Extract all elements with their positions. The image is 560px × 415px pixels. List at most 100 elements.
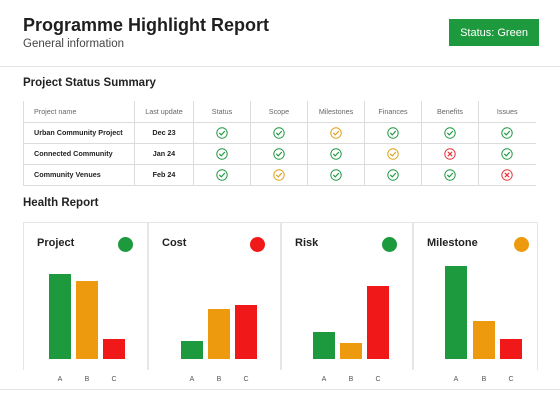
table-row: Community Venues Feb 24: [23, 163, 536, 186]
status-cell: [478, 163, 536, 186]
status-dot: [514, 237, 529, 252]
status-button[interactable]: Status: Green: [449, 19, 539, 46]
bar-a: [49, 274, 71, 359]
column-header: Scope: [250, 101, 308, 123]
status-table: Project name Last update Status Scope Milest…: [23, 101, 536, 186]
tick-label: A: [58, 376, 63, 383]
bar-c: [103, 339, 125, 359]
divider: [0, 66, 560, 67]
tick-label: C: [375, 376, 380, 383]
bar-chart: A B C: [313, 286, 389, 383]
health-card-milestone: Milestone A B C: [413, 222, 538, 383]
status-cell: [421, 142, 479, 165]
bar-c: [500, 339, 522, 359]
check-circle-icon: [216, 126, 228, 139]
check-circle-icon: [273, 147, 285, 160]
tick-label: A: [454, 376, 459, 383]
check-circle-icon: [387, 147, 399, 160]
page-subtitle: General information: [23, 38, 124, 50]
status-cell: [193, 142, 251, 165]
cross-circle-icon: [444, 147, 456, 160]
bar-b: [473, 321, 495, 359]
bar-chart: A B C: [445, 266, 522, 383]
bar-b: [208, 309, 230, 359]
project-name-cell: Connected Community: [23, 142, 135, 165]
health-card-risk: Risk A B C: [281, 222, 413, 383]
status-dot: [250, 237, 265, 252]
status-cell: [478, 121, 536, 144]
status-cell: [250, 163, 308, 186]
status-dot: [382, 237, 397, 252]
check-circle-icon: [273, 168, 285, 181]
check-circle-icon: [216, 147, 228, 160]
column-header: Issues: [478, 101, 536, 123]
column-header: Status: [193, 101, 251, 123]
status-cell: [250, 121, 308, 144]
tick-label: C: [111, 376, 116, 383]
check-circle-icon: [444, 168, 456, 181]
column-header: Milestones: [307, 101, 365, 123]
status-dot: [118, 237, 133, 252]
check-circle-icon: [273, 126, 285, 139]
status-cell: [364, 121, 422, 144]
bar-b: [340, 343, 362, 359]
bar-a: [445, 266, 467, 359]
tick-label: C: [243, 376, 248, 383]
cross-circle-icon: [501, 168, 513, 181]
bar-c: [235, 305, 257, 359]
check-circle-icon: [501, 126, 513, 139]
table-row: Connected Community Jan 24: [23, 142, 536, 165]
check-circle-icon: [387, 168, 399, 181]
section-title-health-report: Health Report: [23, 197, 99, 209]
project-name-cell: Community Venues: [23, 163, 135, 186]
tick-label: C: [508, 376, 513, 383]
column-header: Last update: [134, 101, 194, 123]
check-circle-icon: [501, 147, 513, 160]
bar-a: [181, 341, 203, 359]
table-header-row: Project name Last update Status Scope Milest…: [23, 101, 536, 123]
card-title: Project: [37, 237, 75, 249]
status-cell: [307, 121, 365, 144]
check-circle-icon: [330, 147, 342, 160]
check-circle-icon: [330, 126, 342, 139]
project-name-cell: Urban Community Project: [23, 121, 135, 144]
tick-label: A: [322, 376, 327, 383]
divider: [0, 389, 560, 390]
status-cell: [478, 142, 536, 165]
tick-label: B: [349, 376, 354, 383]
check-circle-icon: [330, 168, 342, 181]
column-header: Finances: [364, 101, 422, 123]
bar-b: [76, 281, 98, 359]
status-cell: [193, 163, 251, 186]
page-title: Programme Highlight Report: [23, 15, 270, 35]
column-header: Project name: [23, 101, 135, 123]
section-title-status-summary: Project Status Summary: [23, 77, 156, 89]
status-cell: [307, 163, 365, 186]
tick-label: B: [85, 376, 90, 383]
status-cell: [421, 163, 479, 186]
tick-label: A: [190, 376, 195, 383]
column-header: Benefits: [421, 101, 479, 123]
tick-label: B: [217, 376, 222, 383]
status-cell: [364, 142, 422, 165]
last-update-cell: Feb 24: [134, 163, 194, 186]
bar-c: [367, 286, 389, 359]
health-card-project: Project A B C: [23, 222, 148, 383]
bar-chart: A B C: [49, 274, 125, 383]
card-title: Cost: [162, 237, 187, 249]
check-circle-icon: [444, 126, 456, 139]
card-title: Milestone: [427, 237, 478, 249]
table-row: Urban Community Project Dec 23: [23, 121, 536, 144]
status-cell: [364, 163, 422, 186]
last-update-cell: Dec 23: [134, 121, 194, 144]
health-card-cost: Cost A B C: [148, 222, 281, 383]
last-update-cell: Jan 24: [134, 142, 194, 165]
tick-label: B: [482, 376, 487, 383]
status-cell: [193, 121, 251, 144]
status-cell: [421, 121, 479, 144]
bar-a: [313, 332, 335, 359]
bar-chart: A B C: [181, 305, 257, 383]
card-title: Risk: [295, 237, 319, 249]
check-circle-icon: [387, 126, 399, 139]
status-cell: [250, 142, 308, 165]
